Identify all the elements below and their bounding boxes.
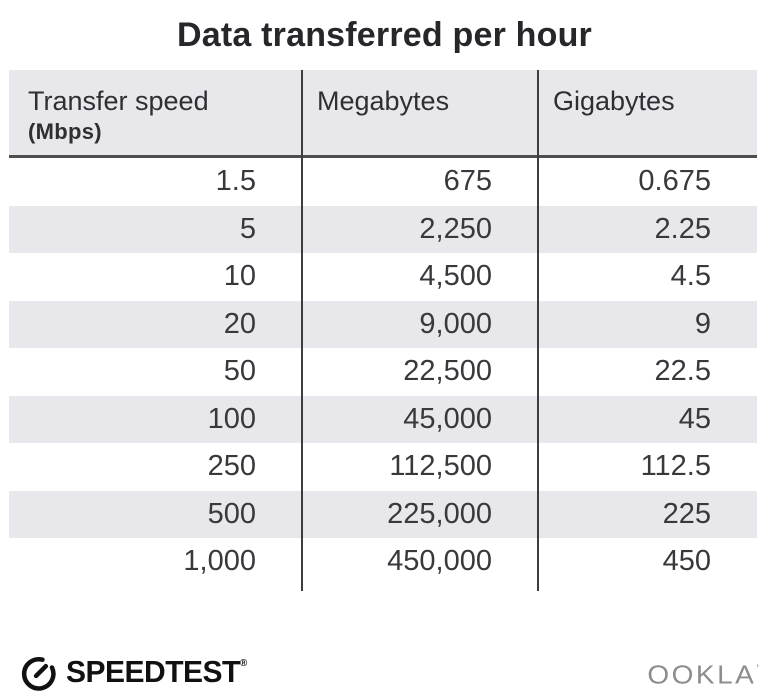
speed-cell: 50 <box>223 355 256 387</box>
gigabytes-cell: 45 <box>678 402 711 435</box>
speedtest-wordmark: SPEEDTEST® <box>66 655 247 689</box>
chart-title: Data transferred per hour <box>177 16 592 54</box>
megabytes-cell: 2,250 <box>419 212 492 245</box>
table-row: 1,000 450,000 450 <box>9 538 757 586</box>
gigabytes-cell: 450 <box>662 545 711 577</box>
megabytes-cell: 4,500 <box>419 260 492 292</box>
header-label: Gigabytes <box>553 86 675 116</box>
header-megabytes: Megabytes <box>302 70 538 155</box>
header-unit-label: (Mbps) <box>28 119 102 144</box>
gigabytes-cell: 9 <box>694 307 711 340</box>
table-body: 1.5 675 0.675 5 2,250 2.25 10 4,500 4.5 20 9,000 9 5… <box>9 158 757 586</box>
gigabytes-cell: 0.675 <box>638 165 711 197</box>
megabytes-cell: 9,000 <box>419 307 492 340</box>
registered-trademark-icon: ® <box>239 657 247 669</box>
gigabytes-cell: 2.25 <box>654 212 711 245</box>
data-table: Transfer speed (Mbps) Megabytes Gigabyte… <box>9 70 757 591</box>
speed-cell: 5 <box>239 212 256 245</box>
table-row: 1.5 675 0.675 <box>9 158 757 206</box>
speedometer-icon <box>21 657 56 691</box>
header-gigabytes: Gigabytes <box>538 70 757 155</box>
gigabytes-cell: 112.5 <box>640 450 711 482</box>
gigabytes-cell: 225 <box>662 497 711 530</box>
speed-cell: 250 <box>207 450 256 482</box>
table-row: 10 4,500 4.5 <box>9 253 757 301</box>
header-label: Megabytes <box>317 86 450 116</box>
table-row: 20 9,000 9 <box>9 300 757 348</box>
ookla-logo: OOKLA’ <box>647 660 759 689</box>
speedtest-logo: SPEEDTEST® <box>19 653 247 692</box>
header-label: Transfer speed <box>28 86 209 116</box>
footer: SPEEDTEST® OOKLA’ <box>0 645 769 695</box>
megabytes-cell: 112,500 <box>389 450 492 482</box>
megabytes-cell: 45,000 <box>403 402 492 435</box>
trademark-tick-icon: ’ <box>756 662 759 675</box>
gigabytes-cell: 22.5 <box>654 355 711 387</box>
table-row: 50 22,500 22.5 <box>9 348 757 396</box>
speed-cell: 1.5 <box>215 165 256 197</box>
column-divider-2 <box>537 70 539 591</box>
table-row: 500 225,000 225 <box>9 490 757 538</box>
column-divider-1 <box>301 70 303 591</box>
speed-cell: 100 <box>207 402 256 435</box>
table-row: 5 2,250 2.25 <box>9 205 757 253</box>
header-transfer-speed: Transfer speed (Mbps) <box>9 70 302 155</box>
table-row: 250 112,500 112.5 <box>9 443 757 491</box>
gigabytes-cell: 4.5 <box>670 260 711 292</box>
table-header-row: Transfer speed (Mbps) Megabytes Gigabyte… <box>9 70 757 158</box>
speed-cell: 20 <box>223 307 256 340</box>
megabytes-cell: 675 <box>443 165 492 197</box>
speed-cell: 1,000 <box>183 545 256 577</box>
speed-cell: 10 <box>223 260 256 292</box>
table-row: 100 45,000 45 <box>9 395 757 443</box>
megabytes-cell: 225,000 <box>387 497 492 530</box>
megabytes-cell: 450,000 <box>387 545 492 577</box>
megabytes-cell: 22,500 <box>403 355 492 387</box>
speed-cell: 500 <box>207 497 256 530</box>
